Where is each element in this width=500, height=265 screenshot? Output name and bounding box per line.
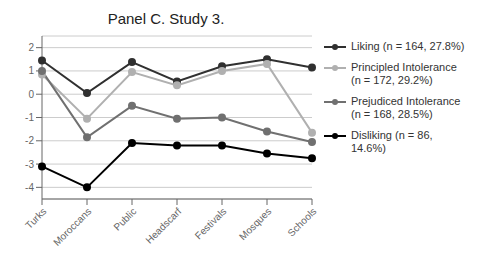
html-text:(n = 168, 28.5%): (n = 168, 28.5%) (351, 108, 433, 120)
svg-text:-2: -2 (25, 135, 34, 146)
html-text:Prejudiced Intolerance: Prejudiced Intolerance (351, 95, 461, 107)
svg-text:-3: -3 (25, 159, 34, 170)
svg-text:Mosques: Mosques (237, 206, 273, 242)
svg-text:Schools: Schools (285, 206, 318, 239)
html-text:(n = 172, 29.2%): (n = 172, 29.2%) (351, 74, 433, 86)
svg-text:Turks: Turks (23, 206, 48, 231)
svg-text:-1: -1 (25, 112, 34, 123)
svg-text:Headscarf: Headscarf (143, 206, 183, 246)
html-text:Disliking (n = 86,: Disliking (n = 86, (351, 129, 433, 141)
html-text:Principled Intolerance: Principled Intolerance (351, 61, 457, 73)
svg-text:1: 1 (28, 65, 34, 76)
svg-text:Festivals: Festivals (193, 206, 229, 242)
svg-text:Public: Public (111, 206, 138, 233)
svg-text:0: 0 (28, 89, 34, 100)
svg-text:2: 2 (28, 42, 34, 53)
html-text:Panel C. Study 3.: Panel C. Study 3. (107, 10, 225, 27)
html-text:Liking (n = 164, 27.8%): Liking (n = 164, 27.8%) (351, 40, 465, 52)
svg-text:Moroccans: Moroccans (51, 206, 93, 248)
html-text:14.6%): 14.6%) (351, 142, 386, 154)
svg-text:-4: -4 (25, 182, 34, 193)
